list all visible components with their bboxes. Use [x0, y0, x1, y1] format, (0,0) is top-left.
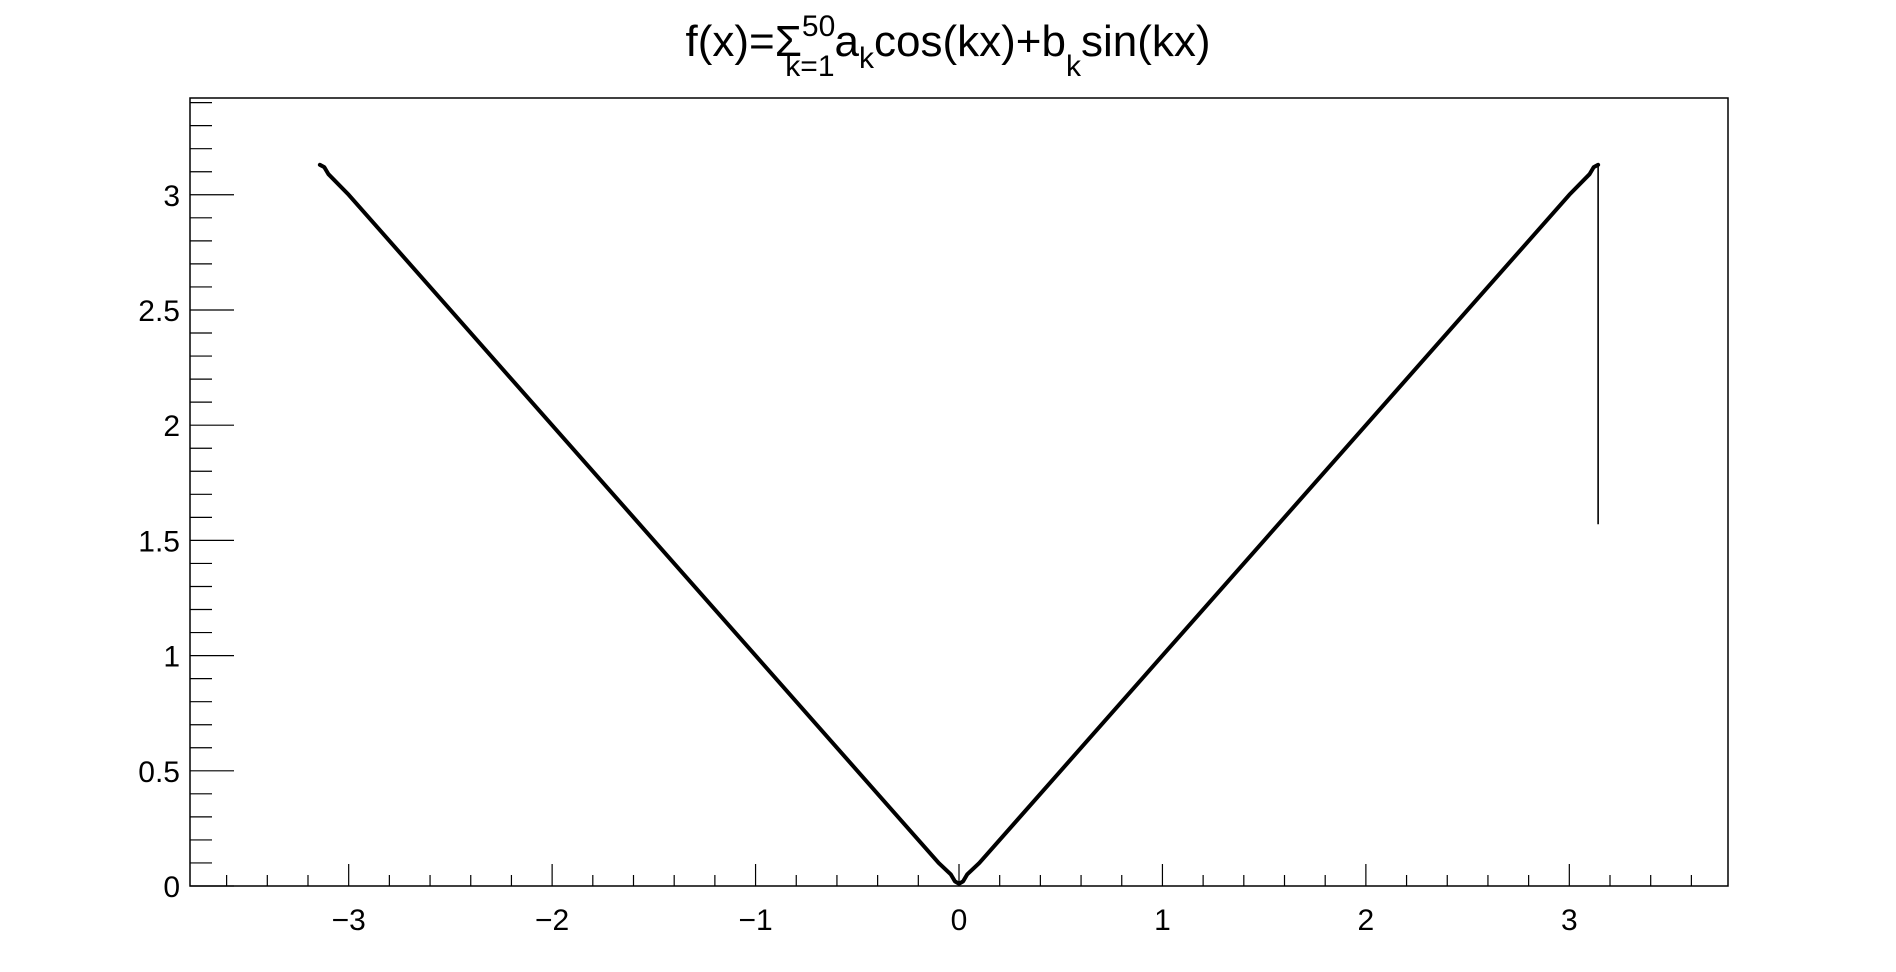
title-lhs: f(x)= [685, 17, 774, 66]
y-tick-label: 1.5 [138, 525, 180, 558]
x-tick-label: 0 [951, 904, 968, 937]
title-b-sub: k [1066, 50, 1082, 83]
y-tick-label: 2 [163, 410, 180, 443]
title-cos-term: cos(kx)+b [874, 17, 1066, 66]
chart-title: f(x)=Σ50 k=1akcos(kx)+bksin(kx) [685, 10, 1210, 83]
title-sum-symbol: Σ [775, 17, 802, 66]
title-a: a [835, 17, 860, 66]
y-tick-label: 3 [163, 180, 180, 213]
title-a-sub: k [859, 42, 875, 75]
x-tick-label: 2 [1358, 904, 1375, 937]
y-tick-label: 2.5 [138, 295, 180, 328]
y-tick-label: 0.5 [138, 756, 180, 789]
x-tick-label: −1 [738, 904, 772, 937]
series-line [317, 162, 1601, 886]
y-tick-label: 1 [163, 641, 180, 674]
x-tick-label: −2 [535, 904, 569, 937]
title-sum-upper: 50 [802, 10, 835, 43]
title-sum-lower: k=1 [785, 50, 834, 83]
x-tick-label: 1 [1154, 904, 1171, 937]
plot-frame [189, 97, 1729, 887]
x-tick-label: 3 [1561, 904, 1578, 937]
plot-area: −3 −2 −1 0 1 2 3 0 0.5 1 1.5 2 2.5 3 [138, 97, 1729, 937]
x-tick-label: −3 [332, 904, 366, 937]
y-tick-label: 0 [163, 871, 180, 904]
title-sin-term: sin(kx) [1081, 17, 1211, 66]
